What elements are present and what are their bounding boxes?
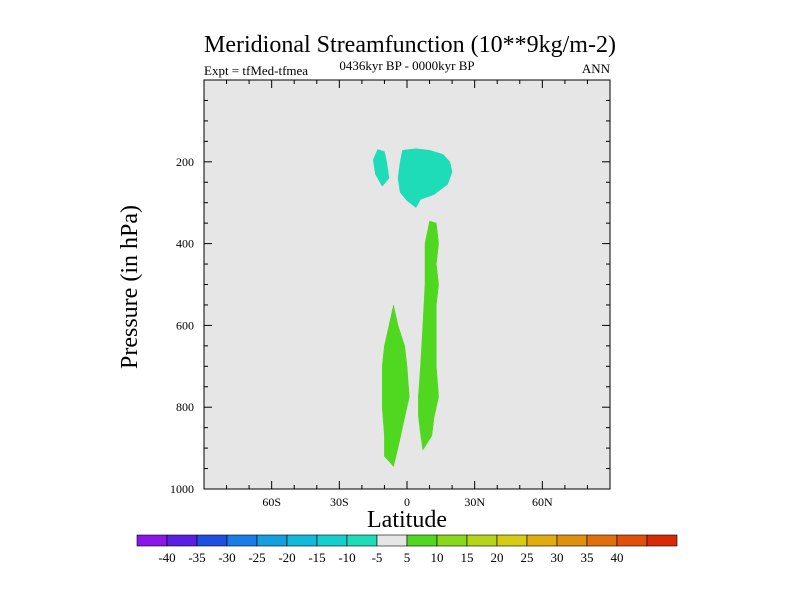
subtitle-experiment: Expt = tfMed-tfmea (204, 63, 308, 78)
colorbar: -40 -35 -30 -25 -20 -15 -10 -5 5 10 15 20 25 30 35 40 (136, 534, 678, 565)
colorbar-swatch (226, 534, 258, 547)
colorbar-swatch (256, 534, 288, 547)
y-tick-label: 800 (176, 400, 194, 414)
colorbar-swatch (316, 534, 348, 547)
colorbar-label: 30 (551, 550, 564, 565)
y-tick-label: 1000 (170, 482, 194, 496)
x-axis-title: Latitude (367, 507, 447, 533)
colorbar-label: 35 (581, 550, 594, 565)
colorbar-swatch (496, 534, 528, 547)
y-tick-label: 600 (176, 318, 194, 332)
axis-ticks: 60S 30S 0 30N 60N 200 400 600 800 1000 (170, 80, 610, 509)
chart-title: Meridional Streamfunction (10**9kg/m-2) (204, 32, 616, 58)
y-tick-label: 200 (176, 155, 194, 169)
colorbar-label: 25 (521, 550, 534, 565)
colorbar-label: 20 (491, 550, 504, 565)
contour-region-1 (372, 149, 390, 187)
colorbar-label: -20 (278, 550, 295, 565)
subtitle-period: 0436kyr BP - 0000kyr BP (339, 58, 474, 73)
contour-region-4 (418, 220, 439, 451)
colorbar-label: -35 (188, 550, 205, 565)
colorbar-swatch (556, 534, 588, 547)
colorbar-label: -5 (372, 550, 383, 565)
colorbar-swatch (466, 534, 498, 547)
colorbar-swatch (346, 534, 378, 547)
colorbar-swatch (136, 534, 168, 547)
colorbar-label: -15 (308, 550, 325, 565)
contour-regions (372, 148, 453, 468)
colorbar-swatch (286, 534, 318, 547)
colorbar-label: -30 (218, 550, 235, 565)
colorbar-label: 40 (611, 550, 624, 565)
colorbar-label: 5 (404, 550, 411, 565)
colorbar-swatch (166, 534, 198, 547)
colorbar-swatch (646, 534, 678, 547)
colorbar-swatch (376, 534, 408, 547)
x-tick-label: 60N (532, 495, 553, 509)
plot-background (204, 80, 610, 489)
colorbar-swatch (526, 534, 558, 547)
colorbar-swatch (196, 534, 228, 547)
y-tick-label: 400 (176, 237, 194, 251)
colorbar-label: -10 (338, 550, 355, 565)
colorbar-label: 15 (461, 550, 474, 565)
x-tick-label: 30N (464, 495, 485, 509)
colorbar-swatch (406, 534, 438, 547)
colorbar-swatch (586, 534, 618, 547)
colorbar-swatch (436, 534, 468, 547)
x-tick-label: 60S (262, 495, 281, 509)
x-tick-label: 0 (404, 495, 410, 509)
subtitle-season: ANN (582, 61, 611, 76)
colorbar-swatch (616, 534, 648, 547)
y-axis-title: Pressure (in hPa) (117, 205, 143, 369)
contour-region-2 (397, 148, 453, 208)
colorbar-label: 10 (431, 550, 444, 565)
colorbar-label: -25 (248, 550, 265, 565)
colorbar-label: -40 (158, 550, 175, 565)
x-tick-label: 30S (330, 495, 349, 509)
contour-region-3 (381, 304, 410, 468)
